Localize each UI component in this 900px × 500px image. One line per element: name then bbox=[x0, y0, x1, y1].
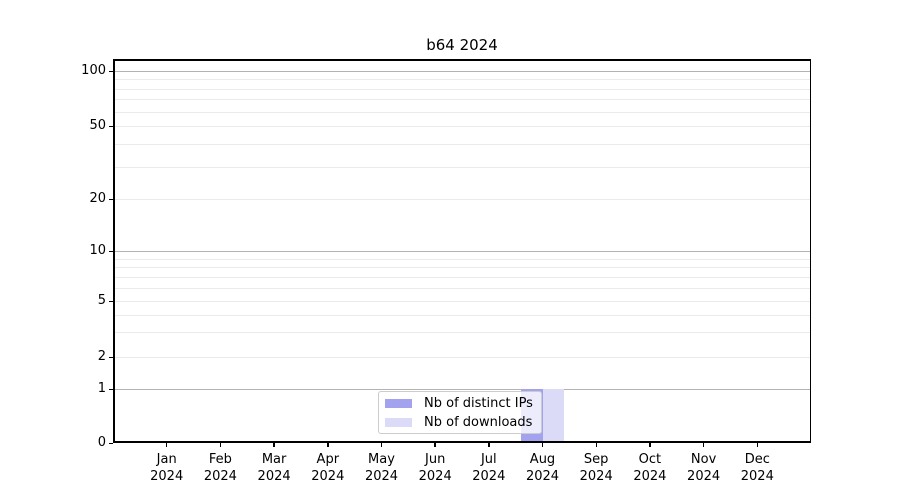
y-tick bbox=[109, 356, 113, 358]
y-minor-gridline bbox=[113, 267, 811, 269]
x-tick-year: 2024 bbox=[579, 469, 613, 484]
x-tick-year: 2024 bbox=[418, 469, 452, 484]
y-tick bbox=[109, 198, 113, 200]
x-tick-year: 2024 bbox=[687, 469, 721, 484]
y-minor-gridline bbox=[113, 111, 811, 113]
x-tick-year: 2024 bbox=[257, 469, 291, 484]
x-tick-label: Dec 2024 bbox=[725, 451, 789, 485]
y-minor-gridline bbox=[113, 143, 811, 145]
y-minor-gridline bbox=[113, 276, 811, 278]
y-tick-label: 0 bbox=[97, 435, 106, 450]
x-tick bbox=[756, 443, 759, 447]
y-tick bbox=[109, 442, 113, 444]
x-tick bbox=[649, 443, 651, 447]
y-tick-label: 10 bbox=[89, 243, 106, 258]
x-tick bbox=[488, 443, 490, 447]
x-tick-label: Apr 2024 bbox=[296, 451, 360, 485]
legend-item-downloads: Nb of downloads bbox=[385, 415, 541, 430]
x-tick-year: 2024 bbox=[740, 469, 774, 484]
y-minor-gridline bbox=[113, 357, 811, 358]
y-minor-gridline bbox=[113, 88, 811, 90]
x-tick bbox=[165, 443, 168, 447]
x-tick-year: 2024 bbox=[311, 469, 345, 484]
y-minor-gridline bbox=[113, 301, 811, 302]
x-tick bbox=[541, 443, 544, 447]
x-tick-month: Mar bbox=[261, 452, 287, 467]
y-tick-label: 1 bbox=[97, 381, 106, 396]
x-tick-label: Jun 2024 bbox=[403, 451, 467, 485]
y-minor-gridline bbox=[113, 166, 811, 168]
x-tick-year: 2024 bbox=[633, 469, 667, 484]
y-major-gridline bbox=[113, 71, 811, 72]
y-minor-gridline bbox=[113, 258, 811, 260]
x-tick-label: Sep 2024 bbox=[564, 451, 628, 485]
x-tick-label: Feb 2024 bbox=[188, 451, 252, 485]
x-tick-label: Aug 2024 bbox=[511, 451, 575, 485]
x-tick-month: Jan bbox=[156, 452, 177, 467]
y-minor-gridline bbox=[113, 199, 811, 200]
chart-title: b64 2024 bbox=[426, 36, 498, 54]
x-tick bbox=[219, 443, 222, 447]
x-tick-month: Sep bbox=[583, 452, 609, 467]
y-major-gridline bbox=[113, 389, 811, 390]
x-tick-year: 2024 bbox=[364, 469, 399, 484]
x-tick-year: 2024 bbox=[525, 469, 560, 484]
x-tick-label: Mar 2024 bbox=[242, 451, 306, 485]
x-tick-label: Jul 2024 bbox=[457, 451, 521, 485]
y-tick bbox=[109, 300, 113, 302]
y-tick bbox=[109, 250, 113, 252]
y-minor-gridline bbox=[113, 287, 811, 289]
x-tick bbox=[327, 443, 329, 447]
y-tick-label: 100 bbox=[81, 63, 106, 78]
x-tick-label: May 2024 bbox=[350, 451, 414, 485]
x-tick bbox=[702, 443, 705, 447]
x-tick-month: Apr bbox=[316, 452, 340, 467]
x-tick-month: Jun bbox=[425, 452, 446, 467]
left-spine bbox=[113, 59, 115, 443]
y-major-gridline bbox=[113, 251, 811, 252]
y-tick bbox=[109, 125, 113, 127]
x-tick-year: 2024 bbox=[472, 469, 506, 484]
y-tick-label: 50 bbox=[89, 118, 106, 133]
legend-label: Nb of downloads bbox=[424, 414, 533, 430]
x-tick-month: Feb bbox=[208, 452, 232, 467]
legend-item-distinct-ips: Nb of distinct IPs bbox=[385, 396, 541, 411]
y-tick-label: 5 bbox=[97, 293, 106, 308]
x-tick-year: 2024 bbox=[203, 469, 237, 484]
x-tick-month: Oct bbox=[638, 452, 662, 467]
x-tick-label: Oct 2024 bbox=[618, 451, 682, 485]
x-tick bbox=[273, 443, 275, 447]
x-axis-line bbox=[113, 441, 811, 443]
right-spine bbox=[809, 59, 811, 443]
y-tick bbox=[109, 70, 113, 72]
top-spine bbox=[113, 59, 811, 61]
x-tick-year: 2024 bbox=[150, 469, 184, 484]
y-minor-gridline bbox=[113, 314, 811, 316]
plot-area: Nb of distinct IPs Nb of downloads bbox=[113, 59, 811, 443]
x-tick-month: May bbox=[368, 452, 395, 467]
x-tick-label: Jan 2024 bbox=[135, 451, 199, 485]
y-minor-gridline bbox=[113, 99, 811, 101]
legend: Nb of distinct IPs Nb of downloads bbox=[378, 391, 542, 434]
y-minor-gridline bbox=[113, 332, 811, 334]
x-tick-month: Nov bbox=[690, 452, 717, 467]
x-tick-label: Nov 2024 bbox=[672, 451, 736, 485]
x-tick bbox=[434, 443, 436, 447]
legend-label: Nb of distinct IPs bbox=[424, 395, 533, 411]
y-tick bbox=[109, 388, 113, 390]
x-tick-month: Aug bbox=[529, 452, 556, 467]
x-tick-month: Dec bbox=[744, 452, 770, 467]
y-minor-gridline bbox=[113, 79, 811, 81]
x-tick bbox=[380, 443, 383, 447]
bar bbox=[542, 389, 564, 443]
y-tick-label: 2 bbox=[97, 349, 106, 364]
x-tick bbox=[595, 443, 597, 447]
y-minor-gridline bbox=[113, 126, 811, 127]
y-tick-label: 20 bbox=[89, 191, 106, 206]
distinct-ips-swatch-icon bbox=[385, 398, 412, 408]
x-tick-month: Jul bbox=[480, 452, 497, 467]
downloads-swatch-icon bbox=[385, 417, 412, 427]
